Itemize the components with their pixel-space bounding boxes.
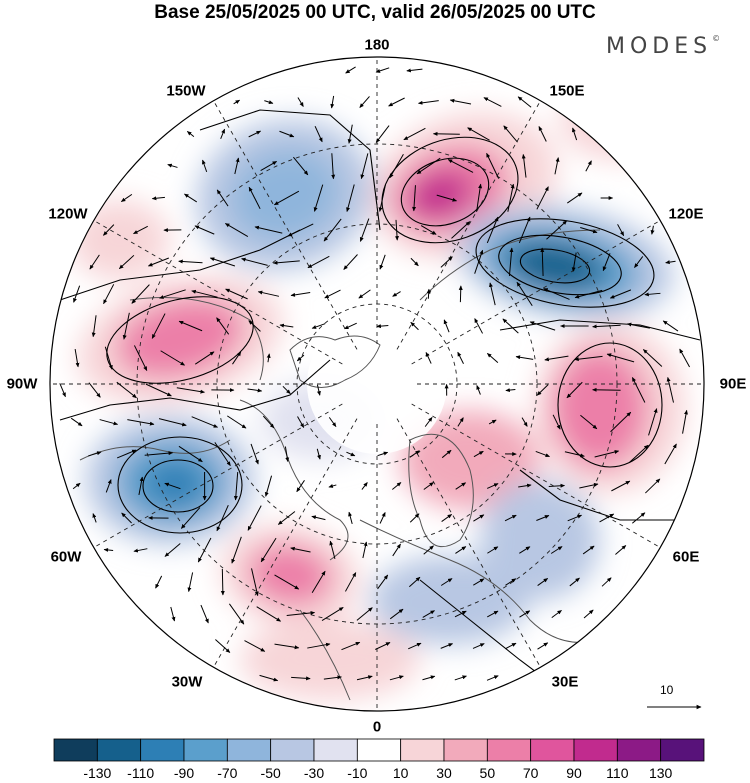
colorbar-tick-label: 110	[606, 765, 629, 781]
longitude-label-150w: 150W	[166, 82, 206, 100]
longitude-label-0: 0	[372, 718, 382, 736]
colorbar-bin	[96, 738, 142, 762]
graticule	[50, 57, 704, 711]
positive-anomaly-east-siberia	[409, 171, 471, 219]
longitude-label-180: 180	[364, 36, 390, 54]
colorbar-tick-label: 50	[479, 765, 496, 781]
colorbar-tick-label: -10	[347, 765, 368, 781]
positive-anomaly-north-america	[116, 297, 244, 379]
colorbar-tick-label: 30	[436, 765, 452, 781]
colorbar-bin	[530, 738, 575, 762]
colorbar-tick-label: -130	[83, 765, 112, 781]
colorbar-tick-label: -110	[127, 765, 155, 781]
colorbar-tick-label: 90	[566, 765, 582, 781]
longitude-label-30w: 30W	[171, 673, 203, 691]
map-border	[49, 56, 705, 712]
colorbar	[53, 738, 705, 762]
negative-anomaly-pacific	[230, 149, 340, 241]
vector-scale-label: 10	[660, 683, 674, 697]
anomaly-field	[70, 80, 685, 700]
longitude-label-60e: 60E	[672, 548, 700, 566]
colorbar-bin	[573, 738, 618, 762]
negative-anomaly-east-asia	[505, 240, 605, 292]
wind-vectors	[59, 66, 691, 682]
colorbar-tick-label: -70	[217, 765, 238, 781]
longitude-label-60w: 60W	[50, 548, 82, 566]
longitude-label-120e: 120E	[668, 205, 704, 223]
colorbar-tick-label: 130	[648, 765, 673, 781]
colorbar-tick-label: 10	[392, 765, 409, 781]
longitude-label-120w: 120W	[48, 205, 88, 223]
colorbar-bin	[443, 738, 488, 762]
height-contours	[59, 109, 701, 691]
colorbar-tick-label: -90	[173, 765, 195, 781]
colorbar-bin	[140, 738, 185, 762]
colorbar-bin	[616, 738, 662, 762]
longitude-label-30e: 30E	[551, 673, 579, 691]
vector-scale-arrow	[647, 704, 702, 710]
colorbar-bin	[313, 738, 358, 762]
positive-anomaly-north-atlantic	[248, 544, 332, 606]
colorbar-bin	[226, 738, 272, 762]
positive-anomaly-central-asia	[552, 348, 648, 468]
colorbar-bin	[660, 738, 705, 762]
longitude-label-90w: 90W	[6, 375, 38, 393]
coastlines	[79, 229, 601, 701]
colorbar-bin	[400, 738, 445, 762]
colorbar-bin	[53, 738, 98, 762]
longitude-label-90e: 90E	[719, 375, 747, 393]
colorbar-bin	[356, 738, 402, 762]
longitude-label-150e: 150E	[549, 82, 585, 100]
map-title: Base 25/05/2025 00 UTC, valid 26/05/2025…	[154, 2, 596, 23]
colorbar-tick-label: 70	[522, 765, 539, 781]
brand-logo: MODES©	[606, 34, 721, 59]
colorbar-tick-label: -50	[260, 765, 281, 781]
colorbar-bin	[486, 738, 532, 762]
negative-anomaly-atlantic	[147, 462, 203, 506]
arctic-cap	[307, 314, 447, 454]
colorbar-bin	[270, 738, 315, 762]
colorbar-bin	[183, 738, 228, 762]
colorbar-tick-label: -30	[303, 765, 325, 781]
